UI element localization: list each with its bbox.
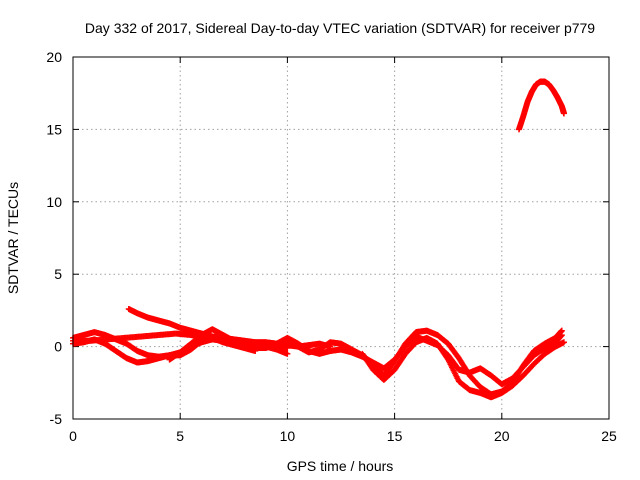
data-point (560, 110, 567, 117)
x-tick-label: 10 (280, 428, 296, 444)
y-tick-label: 20 (46, 49, 62, 65)
x-tick-label: 5 (176, 428, 184, 444)
series-evening-arc (515, 78, 567, 133)
data-point (560, 339, 567, 346)
data-points (70, 78, 567, 401)
y-tick-label: 10 (46, 194, 62, 210)
y-tick-label: 5 (54, 266, 62, 282)
y-tick-label: 15 (46, 121, 62, 137)
x-tick-label: 0 (69, 428, 77, 444)
plot-frame (72, 56, 610, 420)
series-track-g (359, 334, 567, 401)
y-tick-label: 0 (54, 339, 62, 355)
grid (73, 57, 609, 419)
y-tick-label: -5 (50, 411, 63, 427)
x-tick-label: 25 (601, 428, 617, 444)
x-tick-label: 15 (387, 428, 403, 444)
data-point (284, 345, 291, 352)
data-point (558, 327, 565, 334)
x-axis-label: GPS time / hours (287, 458, 394, 474)
series-track-f (284, 327, 565, 398)
axis-ticks: 0 5 10 15 20 25 -5 0 5 10 15 20 (46, 49, 617, 444)
chart-title: Day 332 of 2017, Sidereal Day-to-day VTE… (85, 20, 595, 36)
data-point (284, 350, 291, 357)
x-tick-label: 20 (494, 428, 510, 444)
y-axis-label: SDTVAR / TECUs (5, 182, 21, 294)
